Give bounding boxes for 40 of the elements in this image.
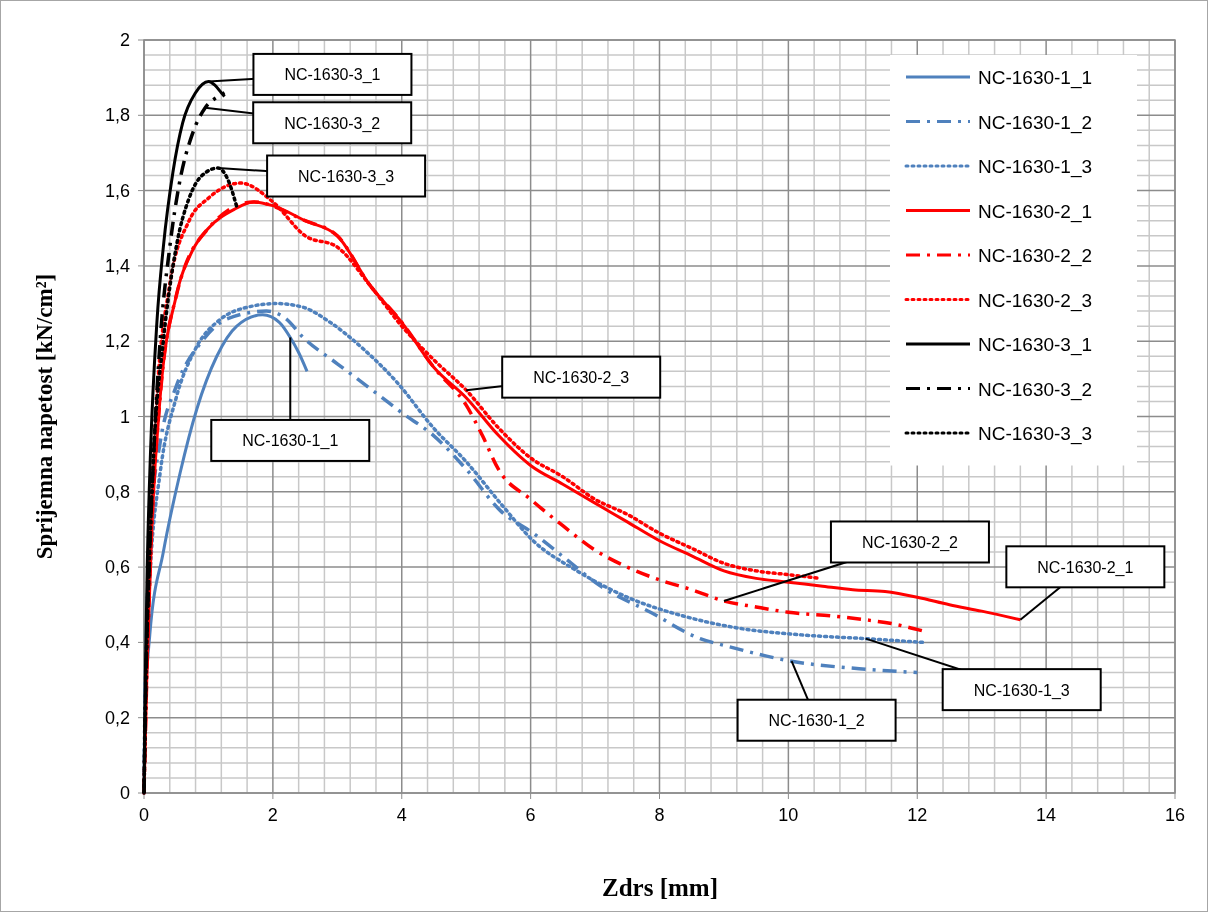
- annotation: NC-1630-3_2: [284, 114, 381, 133]
- y-tick-label: 0,6: [104, 557, 130, 578]
- y-tick-label: 1,8: [104, 105, 130, 126]
- y-tick-label: 0,2: [104, 707, 130, 728]
- x-tick-label: 2: [267, 805, 278, 825]
- y-tick-label: 1,2: [104, 331, 130, 352]
- legend-label: NC-1630-1_2: [978, 111, 1093, 134]
- x-tick-label: 8: [654, 805, 665, 825]
- legend-label: NC-1630-2_3: [978, 289, 1093, 312]
- annotation: NC-1630-2_2: [861, 533, 959, 552]
- x-tick-label: 10: [778, 805, 799, 825]
- x-tick-label: 0: [138, 805, 150, 825]
- legend-label: NC-1630-1_3: [978, 156, 1093, 178]
- annotation: NC-1630-1_3: [973, 681, 1070, 700]
- x-tick-label: 4: [396, 805, 407, 825]
- legend-label: NC-1630-1_1: [978, 67, 1093, 89]
- annotation: NC-1630-2_3: [533, 369, 630, 388]
- x-axis-title: Zdrs [mm]: [602, 874, 718, 901]
- y-tick-label: 0: [119, 783, 130, 803]
- x-tick-label: 12: [907, 805, 928, 825]
- annotation: NC-1630-3_3: [298, 168, 395, 187]
- annotation: NC-1630-1_2: [768, 712, 865, 731]
- y-tick-label: 0,4: [104, 632, 130, 653]
- x-tick-label: 6: [525, 805, 536, 825]
- y-tick-label: 1,6: [104, 180, 130, 201]
- y-axis-title: Sprijemna napetost [kN/cm²]: [32, 273, 57, 560]
- y-tick-label: 0,8: [104, 481, 130, 502]
- y-tick-label: 1: [119, 406, 130, 427]
- legend-label: NC-1630-3_2: [978, 378, 1093, 401]
- legend-label: NC-1630-2_1: [978, 200, 1093, 223]
- y-tick-label: 1,4: [104, 255, 130, 276]
- annotation: NC-1630-1_1: [242, 432, 339, 451]
- legend-label: NC-1630-3_1: [978, 334, 1093, 356]
- annotation: NC-1630-3_1: [284, 66, 381, 85]
- annotation: NC-1630-2_1: [1037, 558, 1134, 577]
- y-tick-label: 2: [119, 30, 130, 50]
- x-tick-label: 14: [1036, 805, 1057, 825]
- x-tick-label: 16: [1164, 805, 1186, 825]
- legend-label: NC-1630-2_2: [978, 245, 1093, 267]
- legend-label: NC-1630-3_3: [978, 423, 1093, 445]
